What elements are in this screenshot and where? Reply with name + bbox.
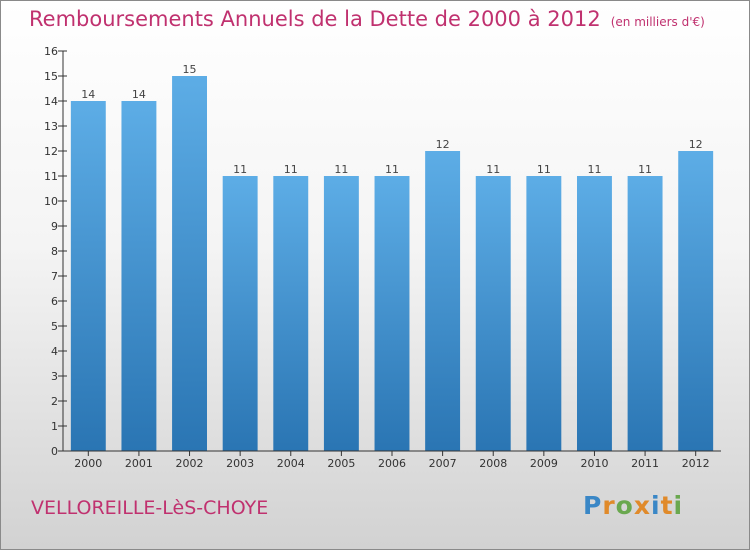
y-tick-label-1: 1: [51, 420, 58, 433]
bar-2008: [475, 176, 511, 451]
x-tick-label-2008: 2008: [479, 457, 507, 470]
bar-2012: [678, 151, 714, 451]
bar-2007: [425, 151, 461, 451]
x-tick-label-2001: 2001: [125, 457, 153, 470]
x-tick-label-2012: 2012: [682, 457, 710, 470]
bar-2010: [576, 176, 612, 451]
y-tick-label-9: 9: [51, 220, 58, 233]
data-label-2000: 14: [81, 88, 95, 101]
x-tick-label-2002: 2002: [176, 457, 204, 470]
y-tick-label-10: 10: [44, 195, 58, 208]
x-tick-label-2010: 2010: [580, 457, 608, 470]
data-label-2009: 11: [537, 163, 551, 176]
data-label-2007: 12: [436, 138, 450, 151]
x-tick-label-2011: 2011: [631, 457, 659, 470]
logo-letter: P: [583, 491, 603, 520]
data-label-2012: 12: [689, 138, 703, 151]
y-tick-label-13: 13: [44, 120, 58, 133]
bar-2002: [172, 76, 208, 451]
logo-letter: i: [673, 491, 684, 520]
x-tick-label-2000: 2000: [74, 457, 102, 470]
y-tick-label-14: 14: [44, 95, 58, 108]
y-tick-label-8: 8: [51, 245, 58, 258]
y-tick-label-0: 0: [51, 445, 58, 458]
data-label-2008: 11: [486, 163, 500, 176]
logo-letter: i: [651, 491, 661, 520]
commune-name: VELLOREILLE-LèS-CHOYE: [31, 497, 269, 519]
x-tick-label-2007: 2007: [429, 457, 457, 470]
x-tick-label-2006: 2006: [378, 457, 406, 470]
y-tick-label-5: 5: [51, 320, 58, 333]
bar-2000: [70, 101, 106, 451]
y-tick-label-16: 16: [44, 45, 58, 58]
bar-2001: [121, 101, 157, 451]
chart-title-text: Remboursements Annuels de la Dette de 20…: [29, 7, 601, 31]
data-label-2004: 11: [284, 163, 298, 176]
data-label-2011: 11: [638, 163, 652, 176]
y-tick-label-4: 4: [51, 345, 58, 358]
proxiti-logo[interactable]: Proxiti: [583, 491, 683, 520]
y-tick-label-2: 2: [51, 395, 58, 408]
data-label-2003: 11: [233, 163, 247, 176]
y-tick-label-12: 12: [44, 145, 58, 158]
data-label-2005: 11: [334, 163, 348, 176]
logo-letter: r: [602, 491, 616, 520]
y-tick-label-11: 11: [44, 170, 58, 183]
bar-2011: [627, 176, 663, 451]
data-label-2002: 15: [183, 63, 197, 76]
logo-letter: x: [633, 491, 651, 520]
chart-title: Remboursements Annuels de la Dette de 20…: [29, 7, 705, 31]
data-label-2010: 11: [587, 163, 601, 176]
y-tick-label-3: 3: [51, 370, 58, 383]
x-tick-label-2005: 2005: [327, 457, 355, 470]
x-tick-label-2003: 2003: [226, 457, 254, 470]
chart-unit: (en milliers d'€): [610, 15, 705, 29]
bar-2003: [222, 176, 258, 451]
bar-2004: [273, 176, 309, 451]
y-tick-label-6: 6: [51, 295, 58, 308]
y-tick-label-15: 15: [44, 70, 58, 83]
bar-2009: [526, 176, 562, 451]
y-tick-label-7: 7: [51, 270, 58, 283]
x-tick-label-2009: 2009: [530, 457, 558, 470]
bar-2006: [374, 176, 410, 451]
logo-letter: t: [660, 491, 674, 520]
x-tick-label-2004: 2004: [277, 457, 305, 470]
bars-group: 14 14 15 11 11 11 11 12 11 11 11 11 12: [70, 63, 714, 451]
data-label-2006: 11: [385, 163, 399, 176]
bar-2005: [323, 176, 359, 451]
data-label-2001: 14: [132, 88, 146, 101]
logo-letter: o: [615, 491, 634, 520]
